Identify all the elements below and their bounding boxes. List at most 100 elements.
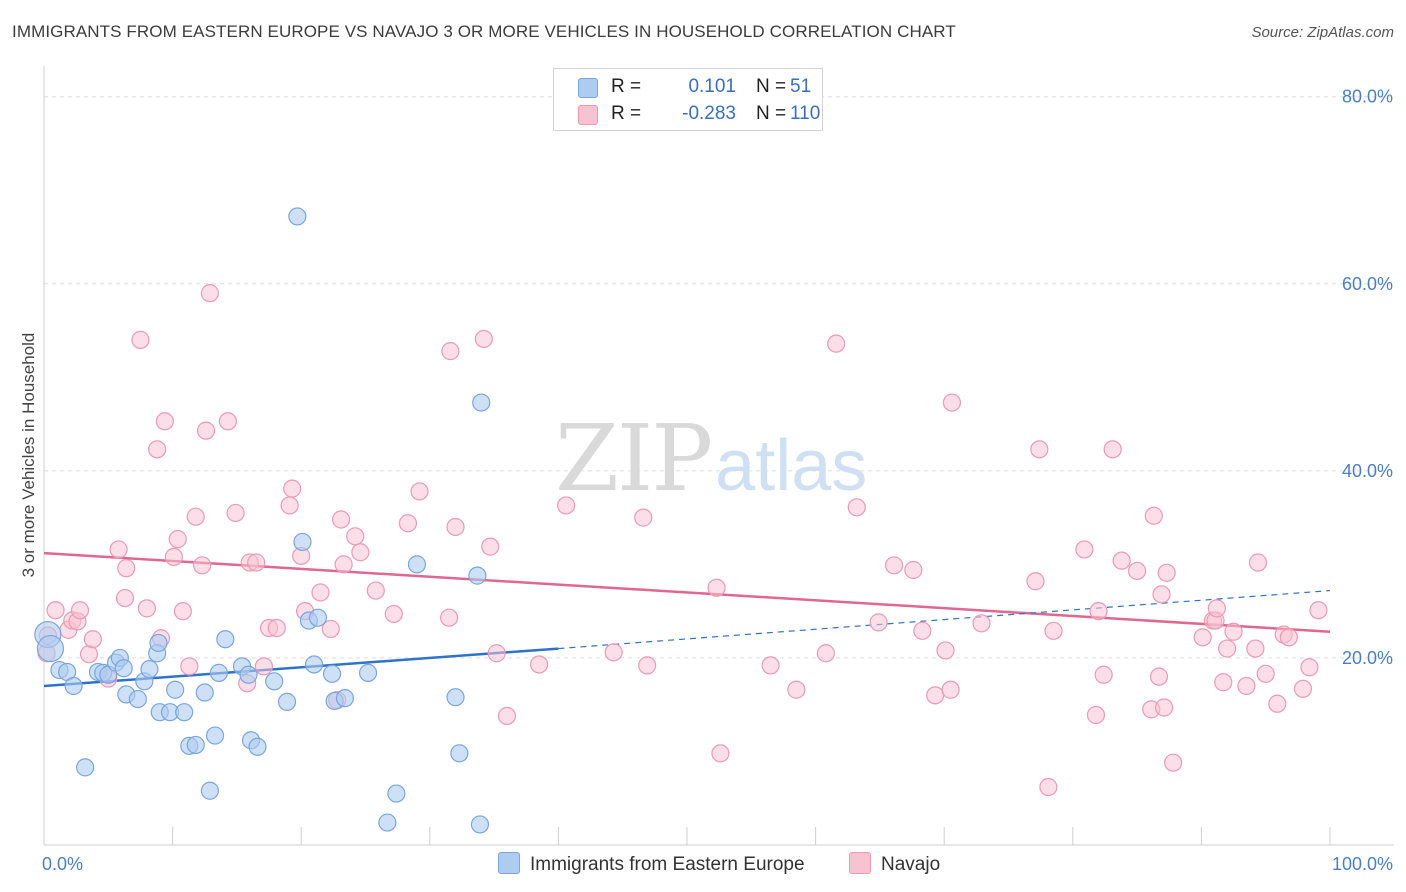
eastern-europe-point: [288, 207, 307, 226]
x-tick-label: 100.0%: [1332, 854, 1393, 874]
navajo-point: [530, 655, 549, 674]
navajo-point: [474, 329, 493, 349]
navajo-point: [761, 656, 780, 675]
navajo-point: [1026, 572, 1045, 591]
navajo-point: [351, 543, 370, 562]
legend-r-value: -0.283: [682, 103, 736, 124]
eastern-europe-point: [140, 660, 159, 679]
legend-n-value: 110: [790, 103, 821, 124]
navajo-point: [1279, 628, 1298, 647]
navajo-point: [926, 686, 945, 705]
eastern-europe-point: [472, 393, 491, 412]
series-legend-pink: Navajo: [849, 852, 940, 876]
series-label-pink: Navajo: [881, 854, 941, 875]
navajo-point: [1112, 551, 1131, 570]
navajo-point: [254, 657, 274, 676]
eastern-europe-point: [468, 566, 487, 585]
eastern-europe-point: [265, 672, 284, 691]
navajo-point: [1300, 658, 1319, 677]
navajo-point: [884, 556, 904, 575]
y-tick-label: 80.0%: [1342, 87, 1393, 107]
navajo-point: [410, 482, 429, 501]
navajo-point: [1256, 664, 1275, 683]
eastern-europe-point: [166, 680, 185, 699]
pink-points: [37, 284, 1328, 797]
navajo-point: [711, 744, 730, 763]
watermark-zip: ZIP: [555, 405, 713, 512]
y-tick-label: 40.0%: [1342, 461, 1393, 481]
navajo-point: [164, 547, 183, 567]
navajo-point: [1207, 599, 1226, 618]
navajo-point: [1089, 602, 1108, 621]
navajo-point: [847, 498, 866, 517]
series-label-blue: Immigrants from Eastern Europe: [530, 854, 805, 875]
navajo-point: [1044, 621, 1063, 640]
eastern-europe-point: [200, 781, 219, 800]
trend-line-eastern-europe-extension: [558, 589, 1331, 650]
navajo-point: [1246, 639, 1265, 658]
navajo-point: [936, 641, 955, 660]
navajo-point: [148, 440, 167, 459]
y-tick-label: 60.0%: [1342, 274, 1393, 294]
legend-n-label: N =: [756, 76, 787, 97]
eastern-europe-point: [358, 663, 378, 682]
eastern-europe-point: [470, 815, 490, 834]
navajo-point: [634, 508, 653, 527]
legend-swatch-pink: [578, 105, 598, 125]
navajo-point: [1224, 622, 1243, 641]
watermark-atlas: atlas: [715, 426, 868, 506]
eastern-europe-point: [64, 676, 83, 696]
eastern-europe-point: [304, 655, 324, 674]
eastern-europe-point: [277, 692, 297, 711]
navajo-point: [1214, 673, 1233, 692]
navajo-point: [79, 645, 99, 664]
navajo-point: [604, 643, 623, 662]
navajo-point: [497, 706, 517, 726]
navajo-point: [1155, 698, 1174, 717]
eastern-europe-point: [149, 633, 168, 653]
blue-points: [34, 207, 491, 834]
navajo-point: [186, 507, 205, 526]
eastern-europe-point: [335, 689, 355, 708]
x-tick-label: 0.0%: [42, 854, 83, 874]
navajo-point: [193, 556, 212, 575]
navajo-point: [1075, 540, 1094, 559]
series-swatch-blue: [498, 852, 520, 874]
navajo-point: [1103, 440, 1122, 459]
eastern-europe-point: [248, 737, 267, 756]
eastern-europe-point: [175, 703, 194, 722]
navajo-point: [226, 503, 245, 523]
navajo-point: [218, 412, 237, 431]
navajo-point: [366, 581, 385, 600]
navajo-point: [331, 510, 351, 529]
navajo-point: [1149, 667, 1169, 686]
navajo-point: [1218, 639, 1237, 658]
navajo-point: [398, 514, 418, 533]
navajo-point: [280, 496, 299, 515]
legend-swatch-blue: [578, 78, 598, 98]
navajo-point: [131, 330, 150, 350]
navajo-point: [46, 601, 65, 620]
gridlines: [44, 96, 1394, 659]
navajo-point: [1268, 694, 1287, 713]
legend-r-value: 0.101: [688, 76, 736, 97]
navajo-point: [1030, 440, 1049, 459]
navajo-point: [707, 578, 726, 597]
series-swatch-pink: [849, 852, 871, 874]
legend-r-label: R =: [611, 103, 642, 124]
legend-n-label: N =: [756, 103, 787, 124]
navajo-point: [439, 608, 459, 627]
legend-n-value: 51: [790, 76, 812, 97]
eastern-europe-point: [36, 634, 65, 663]
navajo-point: [117, 559, 136, 578]
eastern-europe-point: [186, 735, 205, 755]
navajo-point: [481, 537, 500, 556]
eastern-europe-point: [387, 784, 406, 803]
eastern-europe-point: [114, 659, 133, 678]
navajo-point: [1157, 563, 1176, 582]
series-legend-blue: Immigrants from Eastern Europe: [498, 852, 805, 876]
eastern-europe-point: [322, 664, 342, 683]
eastern-europe-point: [216, 630, 235, 649]
eastern-europe-point: [446, 688, 465, 707]
navajo-point: [816, 644, 835, 663]
